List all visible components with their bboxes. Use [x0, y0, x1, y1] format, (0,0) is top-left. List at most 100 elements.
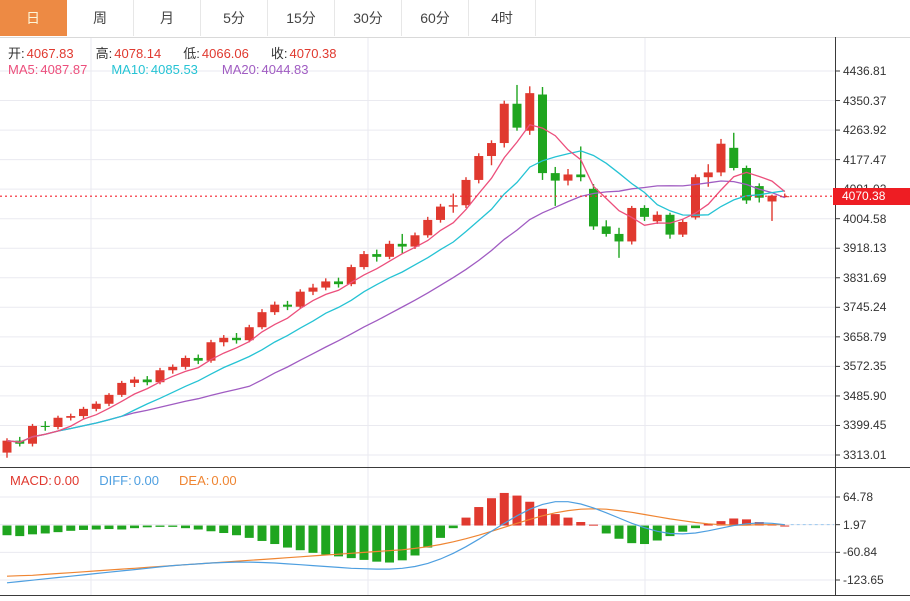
- macd-hist-bar: [703, 523, 713, 526]
- candle-body: [423, 219, 433, 236]
- price-axis-label: 4177.47: [843, 153, 887, 167]
- legend-macd-item: DEA: 0.00: [179, 473, 237, 488]
- candle-body: [487, 143, 496, 157]
- price-axis-label: 64.78: [843, 490, 874, 504]
- price-axis-label: 4350.37: [843, 94, 887, 108]
- candle-body: [474, 156, 484, 180]
- macd-hist-bar: [2, 525, 12, 536]
- macd-hist-bar: [359, 525, 369, 560]
- legend-macd-item: DIFF: 0.00: [99, 473, 159, 488]
- macd-hist-bar: [640, 525, 649, 545]
- candle-body: [385, 243, 394, 257]
- legend-label: MA20:: [221, 62, 260, 77]
- tab-周[interactable]: 周: [67, 0, 134, 36]
- candle-body: [525, 93, 535, 131]
- legend-value: 0.00: [53, 473, 80, 488]
- macd-hist-bar: [219, 525, 229, 534]
- tab-15分[interactable]: 15分: [268, 0, 335, 36]
- price-axis-label: 3658.79: [843, 330, 887, 344]
- tab-月[interactable]: 月: [134, 0, 201, 36]
- macd-hist-bar: [652, 525, 662, 541]
- candle-body: [359, 254, 369, 268]
- candle-body: [40, 425, 50, 427]
- macd-hist-bar: [15, 525, 25, 537]
- candle-body: [346, 267, 356, 285]
- candle-body: [334, 281, 343, 285]
- candle-body: [448, 205, 458, 207]
- tab-5分[interactable]: 5分: [201, 0, 268, 36]
- legend-value: 0.00: [133, 473, 160, 488]
- macd-hist-bar: [538, 508, 547, 526]
- macd-hist-bar: [346, 525, 356, 559]
- candle-body: [576, 174, 586, 178]
- candle-body: [754, 186, 764, 198]
- candle-body: [589, 188, 598, 227]
- candle-body: [283, 304, 292, 307]
- macd-hist-bar: [729, 518, 739, 526]
- macd-hist-bar: [270, 525, 280, 545]
- candle-body: [563, 174, 573, 181]
- macd-hist-bar: [79, 525, 88, 530]
- candle-body: [168, 366, 178, 371]
- legend-value: 4087.87: [40, 62, 88, 77]
- candle-body: [130, 379, 139, 383]
- macd-hist-bar: [206, 525, 216, 532]
- price-axis-label: -60.84: [843, 545, 878, 559]
- candle-body: [104, 394, 114, 404]
- legend-label: 高:: [95, 46, 113, 61]
- tab-4时[interactable]: 4时: [469, 0, 536, 36]
- macd-hist-bar: [678, 525, 688, 532]
- macd-hist-bar: [372, 525, 382, 562]
- candle-body: [729, 147, 739, 168]
- legend-label: 收:: [270, 46, 288, 61]
- macd-hist-bar: [104, 525, 114, 530]
- ma10-line: [6, 150, 785, 443]
- price-axis-label: 3572.35: [843, 359, 887, 373]
- ma5-line: [6, 123, 786, 443]
- macd-hist-bar: [257, 525, 267, 541]
- candle-body: [461, 179, 471, 206]
- legend-value: 4078.14: [114, 46, 162, 61]
- price-axis-label: 4263.92: [843, 123, 887, 137]
- candle-body: [244, 327, 254, 341]
- legend-label: 开:: [8, 46, 25, 61]
- candle-body: [232, 337, 241, 341]
- macd-hist-bar: [716, 521, 726, 526]
- candle-body: [538, 94, 547, 174]
- candle-body: [512, 103, 522, 128]
- macd-hist-bar: [91, 525, 101, 530]
- candle-body: [665, 214, 675, 235]
- price-axis-label: 3745.24: [843, 300, 887, 314]
- tab-日[interactable]: 日: [0, 0, 67, 36]
- macd-hist-bar: [53, 525, 63, 533]
- candle-body: [703, 172, 713, 178]
- legend-value: 0.00: [211, 473, 237, 488]
- macd-hist-bar: [168, 525, 178, 527]
- candle-body: [219, 337, 229, 343]
- price-axis-label: 3918.13: [843, 241, 887, 255]
- candle-body: [640, 207, 649, 217]
- last-price-tag: 4070.38: [833, 188, 910, 205]
- macd-hist-bar: [232, 525, 241, 536]
- macd-hist-bar: [742, 519, 751, 526]
- macd-hist-bar: [117, 525, 127, 530]
- tab-60分[interactable]: 60分: [402, 0, 469, 36]
- candle-body: [79, 408, 88, 417]
- candle-body: [601, 226, 611, 234]
- legend-label: DEA:: [179, 473, 210, 488]
- candle-body: [397, 243, 407, 247]
- macd-hist-bar: [474, 507, 484, 526]
- macd-hist-bar: [66, 525, 76, 531]
- price-axis-label: 3399.45: [843, 418, 887, 432]
- candle-body: [91, 403, 101, 409]
- candle-body: [2, 440, 12, 453]
- price-axis-label: 4004.58: [843, 212, 887, 226]
- legend-label: MA5:: [8, 62, 39, 77]
- tab-30分[interactable]: 30分: [335, 0, 402, 36]
- candle-body: [767, 195, 777, 202]
- macd-hist-bar: [181, 525, 190, 529]
- dea-line: [6, 508, 785, 577]
- legend-label: MA10:: [111, 62, 149, 77]
